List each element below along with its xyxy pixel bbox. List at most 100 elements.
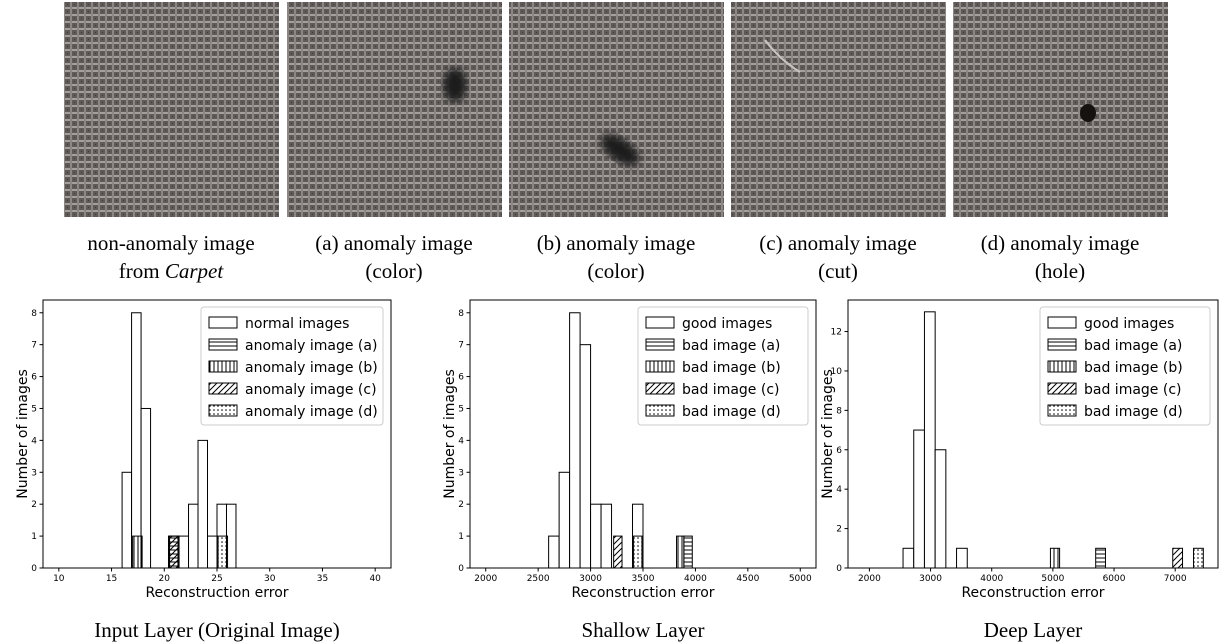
y-tick-label: 8 [458,309,464,319]
y-tick-label: 10 [831,367,843,377]
histogram-bar [188,503,199,569]
image [509,2,724,217]
legend-swatch [208,404,238,417]
y-tick-label: 7 [458,341,464,351]
y-tick-label: 4 [31,436,37,446]
image-caption: non-anomaly image [87,231,254,255]
legend-swatch [645,382,675,395]
histogram-bar [1095,547,1106,569]
histogram-bar [579,344,592,569]
caption-text: (hole) [1035,259,1085,283]
y-tick-label: 0 [31,564,37,574]
caption-text: (color) [587,259,644,283]
y-tick-label: 3 [458,468,464,478]
legend-swatch [1047,316,1077,329]
y-tick-label: 0 [458,564,464,574]
y-tick-label: 12 [831,328,842,338]
legend-swatch [645,338,675,351]
x-tick-label: 25 [211,574,222,584]
chart-caption: Shallow Layer [581,618,704,642]
legend-swatch [645,404,675,417]
y-tick-label: 2 [31,500,37,510]
histogram-bar [197,439,209,569]
histogram-bar [913,429,925,569]
legend-swatch [208,360,238,373]
legend-label: good images [682,316,772,332]
image-caption: (d) anomaly image [981,231,1140,255]
histogram-bar [613,535,623,569]
histogram-bar [121,471,133,569]
legend-label: bad image (a) [682,338,780,354]
legend-swatch [645,316,675,329]
x-axis-label: Reconstruction error [145,585,288,601]
x-tick-label: 3000 [919,574,942,584]
histogram-bar [1049,547,1061,569]
x-tick-label: 30 [264,574,276,584]
histogram-bar [1172,547,1184,569]
histogram-bar [1193,547,1204,569]
legend-swatch [208,316,238,329]
caption-text: (cut) [818,259,858,283]
anomaly-spot [600,134,640,166]
x-tick-label: 2000 [474,574,497,584]
x-tick-label: 7000 [1164,574,1187,584]
histogram-bar [131,312,142,569]
x-tick-label: 2000 [858,574,881,584]
histogram-chart: 10 15 20 25 30 35 40 0 1 2 3 4 5 6 7 8 Reconstruction er… [15,299,392,642]
image-caption: (a) anomaly image [315,231,472,255]
histogram-chart: 2000 3000 4000 5000 6000 7000 0 2 4 6 8 10 12 Reconst… [820,299,1219,642]
histogram-bar [676,535,685,569]
y-tick-label: 4 [458,436,464,446]
y-tick-label: 8 [836,406,842,416]
y-tick-label: 3 [31,468,37,478]
histogram-bar [633,535,643,569]
legend-box [637,306,809,426]
caption-emphasis: Carpet [165,259,225,283]
x-tick-label: 5000 [1041,574,1064,584]
y-tick-label: 4 [836,485,842,495]
histogram-bar [600,503,613,569]
legend-label: anomaly image (b) [245,360,378,376]
legend-swatch [1047,338,1077,351]
histogram-bar [590,503,602,569]
legend-label: bad image (d) [1084,404,1183,420]
legend-swatch [208,382,238,395]
legend-label: bad image (b) [682,360,781,376]
y-tick-label: 5 [458,404,464,414]
x-tick-label: 5000 [789,574,812,584]
chart-caption: Deep Layer [984,618,1083,642]
y-axis-label: Number of images [820,369,836,499]
histogram-bar [558,471,571,569]
image [64,2,279,217]
legend-box [200,306,384,426]
x-tick-label: 35 [317,574,328,584]
legend-label: good images [1084,316,1174,332]
caption-text: (color) [365,259,422,283]
image [731,2,946,217]
legend-swatch [208,338,238,351]
histogram-bar [217,535,229,569]
legend-label: bad image (c) [1084,382,1181,398]
histogram-bar [683,535,693,569]
image-caption: (b) anomaly image [537,231,696,255]
anomaly-cut [764,39,801,73]
x-tick-label: 4000 [980,574,1003,584]
legend-swatch [1047,404,1077,417]
legend-label: bad image (d) [682,404,781,420]
legend-label: anomaly image (c) [245,382,377,398]
histogram-bar [207,535,218,569]
histogram-bar [178,535,190,569]
image-caption: (hole) [1035,259,1085,283]
x-axis-label: Reconstruction error [571,585,714,601]
y-axis-label: Number of images [442,369,458,499]
legend-swatch [645,360,675,373]
caption-text: from [119,259,160,283]
legend-label: bad image (a) [1084,338,1182,354]
image-caption: (cut) [818,259,858,283]
chart-caption: Input Layer (Original Image) [94,618,339,642]
image-caption: (color) [365,259,422,283]
x-tick-label: 10 [53,574,65,584]
anomaly-spot [443,68,467,102]
legend-label: bad image (b) [1084,360,1183,376]
